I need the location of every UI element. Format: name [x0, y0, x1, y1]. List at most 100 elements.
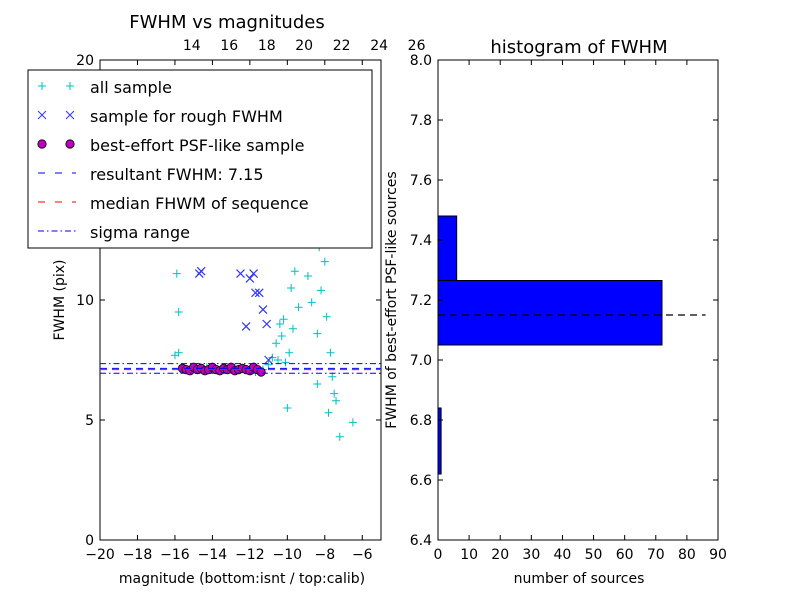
y-tick-label: 10 [76, 293, 94, 309]
x-tick-label: −20 [85, 547, 115, 563]
legend-entry-resultant: resultant FWHM: 7.15 [90, 165, 264, 184]
top-x-tick-label: 16 [220, 38, 238, 54]
scatter-xlabel: magnitude (bottom:isnt / top:calib) [119, 571, 365, 587]
top-x-tick-label: 14 [183, 38, 201, 54]
all-sample-point [283, 404, 292, 412]
all-sample-point [303, 272, 312, 280]
y-tick-label: 6.8 [410, 413, 432, 429]
all-sample-point [174, 308, 183, 316]
scatter-legend: all sample sample for rough FWHM best-ef… [27, 69, 373, 249]
scatter-y-ticks: 0 5 10 [76, 293, 381, 549]
y-tick-label: 6.4 [410, 533, 432, 549]
x-tick-label: 40 [554, 547, 572, 563]
histogram-bar [437, 215, 458, 281]
all-sample-point [328, 372, 337, 381]
all-sample-point [288, 324, 297, 333]
x-tick-label: 70 [647, 547, 665, 563]
all-sample-point [320, 257, 329, 266]
scatter-ylabel: FWHM (pix) [52, 260, 68, 341]
x-tick-label: 0 [434, 547, 443, 563]
all-sample-point [287, 284, 296, 292]
histogram-panel: 0 10 20 30 40 50 60 70 80 90 6.4 6.6 6.8 7.0 7.2 7.4 7.… [384, 37, 727, 587]
all-sample-point [264, 360, 273, 369]
histogram-xlabel: number of sources [514, 571, 645, 587]
y-tick-label: 7.8 [410, 113, 432, 129]
top-x-tick-label: 18 [258, 38, 276, 54]
rough-sample-point [236, 269, 245, 279]
all-sample-point [335, 432, 344, 441]
all-sample-point [313, 380, 322, 388]
legend-entry-sigma: sigma range [90, 223, 190, 242]
scatter-top-ticks: 14 16 18 20 22 24 26 [183, 38, 426, 54]
x-tick-label: 30 [522, 547, 540, 563]
histogram-x-ticks: 0 10 20 30 40 50 60 70 80 90 [434, 60, 727, 563]
legend-key-circle [37, 139, 47, 149]
y-tick-label: 7.0 [410, 353, 432, 369]
histogram-bar [437, 280, 663, 346]
top-x-tick-label: 26 [408, 38, 426, 54]
legend-box [27, 69, 373, 249]
legend-key-plus [38, 82, 46, 90]
legend-entry-rough-sample: sample for rough FWHM [90, 107, 283, 126]
all-sample-point [317, 286, 326, 295]
x-tick-label: −6 [352, 547, 373, 563]
all-sample-point [268, 353, 277, 362]
all-sample-point [272, 339, 281, 348]
all-sample-point [324, 408, 333, 417]
all-sample-point [281, 358, 290, 367]
histogram-bars [437, 215, 663, 475]
x-tick-label: −10 [273, 547, 303, 563]
legend-entry-median: median FHWM of sequence [90, 194, 309, 213]
x-tick-label: −14 [198, 547, 228, 563]
legend-key-x [65, 110, 75, 120]
y-tick-label: 7.2 [410, 293, 432, 309]
x-tick-label: 10 [460, 547, 478, 563]
all-sample-point [348, 418, 357, 427]
legend-key-plus [66, 82, 74, 90]
all-sample-point [279, 315, 288, 324]
x-tick-label: −8 [314, 547, 335, 563]
rough-sample-point [251, 288, 260, 298]
all-sample-point [290, 267, 299, 276]
histogram-y-ticks: 6.4 6.6 6.8 7.0 7.2 7.4 7.6 7.8 8.0 [410, 53, 718, 549]
all-sample-point [174, 348, 183, 357]
x-tick-label: 90 [709, 547, 727, 563]
rough-sample-point [264, 355, 274, 365]
all-sample-point [294, 303, 303, 312]
y-tick-label: 5 [85, 413, 94, 429]
rough-sample-point [254, 288, 264, 298]
all-sample-point [313, 329, 322, 338]
x-tick-label: 80 [678, 547, 696, 563]
top-x-tick-label: 22 [333, 38, 351, 54]
all-sample-point [275, 320, 284, 328]
scatter-hlines [100, 363, 381, 374]
rough-sample-point [262, 319, 272, 329]
y-tick-label: 7.6 [410, 173, 432, 189]
x-tick-label: −16 [160, 547, 190, 563]
x-tick-label: 50 [585, 547, 603, 563]
histogram-title: histogram of FWHM [490, 37, 667, 58]
all-sample-point [307, 298, 316, 307]
legend-key-x [37, 110, 47, 120]
y-tick-label: 6.6 [410, 473, 432, 489]
all-sample-point [322, 312, 331, 321]
histogram-ylabel: FWHM of best-effort PSF-like sources [384, 171, 400, 428]
top-x-tick-label: 20 [295, 38, 313, 54]
y-tick-label: 7.4 [410, 233, 432, 249]
top-x-tick-label: 24 [370, 38, 388, 54]
scatter-panel: −20 −18 −16 −14 −12 −10 −8 −6 14 16 18 20 22 24 26 0 5… [27, 12, 426, 587]
all-sample-point [326, 348, 335, 357]
histogram-bar [437, 407, 442, 475]
scatter-title: FWHM vs magnitudes [129, 12, 324, 33]
legend-entry-psf-sample: best-effort PSF-like sample [90, 136, 304, 155]
rough-sample-point [249, 269, 259, 279]
x-tick-label: 20 [491, 547, 509, 563]
all-sample-point [285, 348, 294, 357]
rough-sample-point [245, 273, 255, 283]
rough-sample-point [241, 321, 251, 331]
scatter-x-ticks: −20 −18 −16 −14 −12 −10 −8 −6 [85, 60, 373, 563]
scatter-ytop-label: 20 [76, 53, 94, 69]
all-sample-point [277, 332, 286, 340]
all-sample-point [330, 389, 339, 398]
